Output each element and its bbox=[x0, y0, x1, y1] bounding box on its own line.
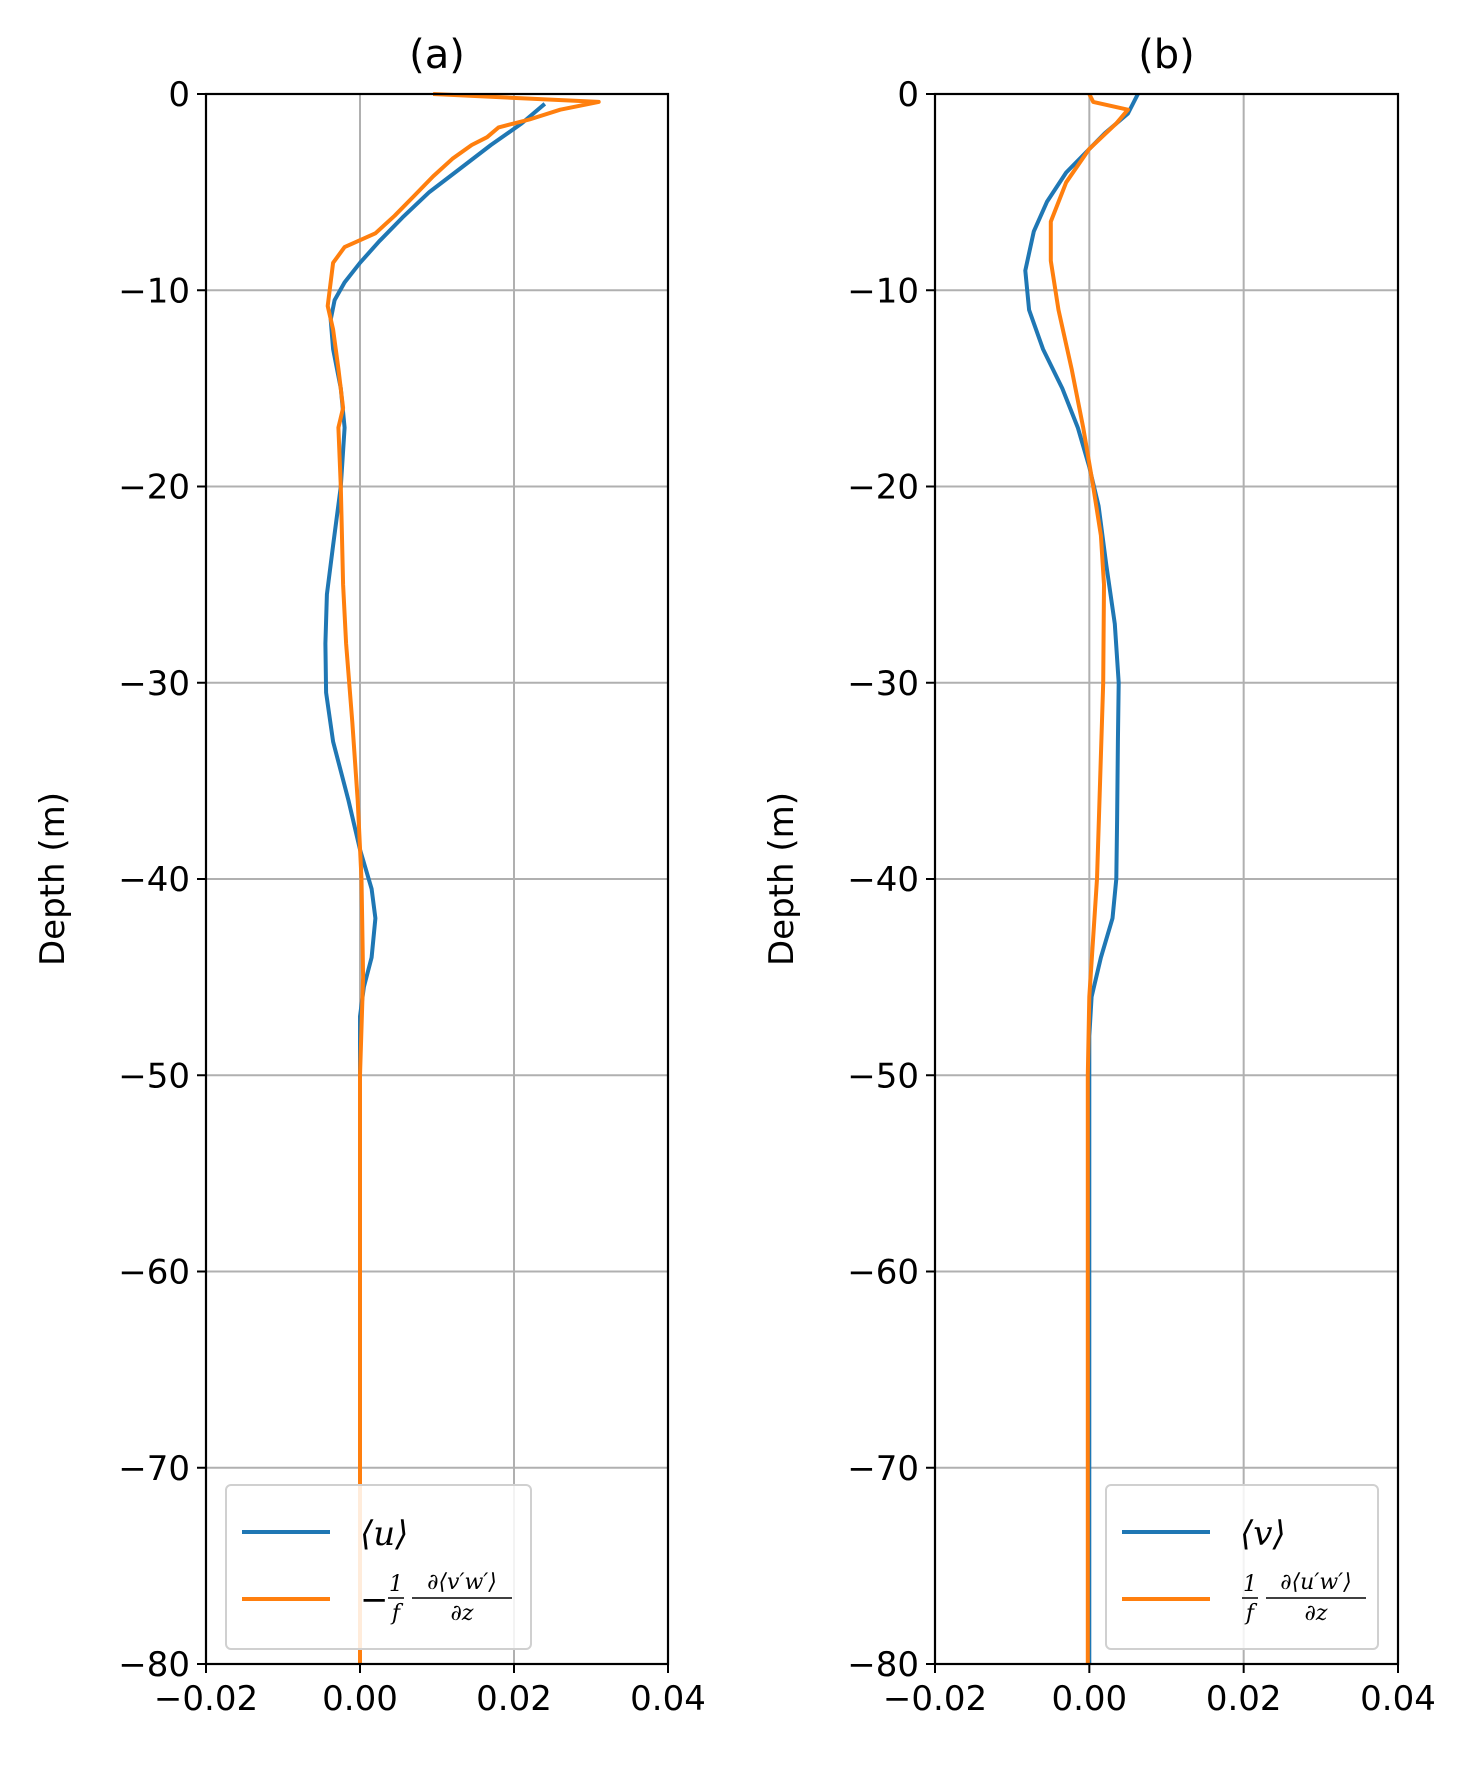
panel-a-ytick-label-3: −30 bbox=[118, 664, 190, 704]
panel-b-legend: ⟨v⟩ 1 f ∂⟨u′w′⟩ ∂z bbox=[1105, 1484, 1379, 1650]
panel-b-ytick-label-4: −40 bbox=[847, 860, 919, 900]
panel-a-legend-frac1-num: 1 bbox=[389, 1572, 403, 1597]
panel-a-series bbox=[323, 92, 601, 1664]
panel-b-ytick-label-3: −30 bbox=[847, 664, 919, 704]
panel-a-legend-frac2-den: ∂z bbox=[451, 1601, 474, 1626]
panel-a-legend: ⟨u⟩ − 1 f ∂⟨v′w′⟩ ∂z bbox=[225, 1484, 532, 1650]
panel-a-ytick-label-1: −10 bbox=[118, 271, 190, 311]
panel-a-ytick-label-5: −50 bbox=[118, 1056, 190, 1096]
panel-a-ytick-label-0: 0 bbox=[168, 75, 190, 115]
panel-b-title: (b) bbox=[1138, 32, 1195, 78]
panel-b-xtick-label-2: 0.02 bbox=[1206, 1679, 1282, 1719]
panel-b-ytick-label-6: −60 bbox=[847, 1253, 919, 1293]
panel-a-xtick-label-1: 0.00 bbox=[322, 1679, 398, 1719]
panel-b-legend-box bbox=[1105, 1484, 1379, 1650]
panel-b-xtick-label-3: 0.04 bbox=[1360, 1679, 1436, 1719]
panel-a-title: (a) bbox=[409, 32, 465, 78]
panel-a-ylabel: Depth (m) bbox=[33, 792, 73, 966]
panel-b-ticks: −0.02 0.00 0.02 0.04 0 −10 −20 −30 −40 −50 −60 −70 −… bbox=[847, 75, 1436, 1719]
panel-a-xtick-label-3: 0.04 bbox=[630, 1679, 706, 1719]
panel-b-ytick-label-0: 0 bbox=[897, 75, 919, 115]
panel-b-ytick-label-7: −70 bbox=[847, 1449, 919, 1489]
panel-b-xtick-label-1: 0.00 bbox=[1051, 1679, 1127, 1719]
panel-b-grid bbox=[934, 93, 1399, 1665]
panel-a-xtick-label-2: 0.02 bbox=[476, 1679, 552, 1719]
panel-b-legend-frac1-num: 1 bbox=[1243, 1572, 1257, 1597]
panel-a-grid bbox=[205, 93, 669, 1665]
panel-b-ylabel: Depth (m) bbox=[762, 792, 802, 966]
panel-b-series bbox=[1023, 93, 1140, 1664]
panel-a-xtick-label-0: −0.02 bbox=[154, 1679, 258, 1719]
panel-b-xtick-label-0: −0.02 bbox=[883, 1679, 987, 1719]
panel-b-ytick-label-1: −10 bbox=[847, 271, 919, 311]
panel-a-legend-box bbox=[225, 1484, 532, 1650]
panel-a-ticks: −0.02 0.00 0.02 0.04 0 −10 −20 −30 −40 −50 −60 −70 −… bbox=[118, 75, 706, 1719]
panel-b-legend-frac2-den: ∂z bbox=[1305, 1601, 1328, 1626]
panel-b-ytick-label-2: −20 bbox=[847, 468, 919, 508]
panel-a-ytick-label-4: −40 bbox=[118, 860, 190, 900]
panel-a-ytick-label-2: −20 bbox=[118, 468, 190, 508]
panel-b-ytick-label-8: −80 bbox=[847, 1645, 919, 1685]
panel-a-legend-label-u: ⟨u⟩ bbox=[360, 1514, 408, 1554]
panel-a-legend-frac2-num: ∂⟨v′w′⟩ bbox=[427, 1570, 497, 1595]
panel-a: −0.02 0.00 0.02 0.04 0 −10 −20 −30 −40 −50 −60 −70 −… bbox=[33, 32, 706, 1719]
panel-a-ytick-label-8: −80 bbox=[118, 1645, 190, 1685]
panel-b-ytick-label-5: −50 bbox=[847, 1056, 919, 1096]
panel-b: −0.02 0.00 0.02 0.04 0 −10 −20 −30 −40 −50 −60 −70 −… bbox=[762, 32, 1436, 1719]
panel-b-legend-frac2-num: ∂⟨u′w′⟩ bbox=[1280, 1570, 1352, 1595]
panel-a-series-flux-term-line bbox=[325, 92, 601, 1664]
panel-a-ytick-label-6: −60 bbox=[118, 1253, 190, 1293]
panel-b-legend-label-v: ⟨v⟩ bbox=[1240, 1514, 1286, 1554]
panel-a-legend-minus: − bbox=[360, 1580, 389, 1620]
panel-b-series-flux-term-line bbox=[1048, 93, 1130, 1664]
panel-a-ytick-label-7: −70 bbox=[118, 1449, 190, 1489]
